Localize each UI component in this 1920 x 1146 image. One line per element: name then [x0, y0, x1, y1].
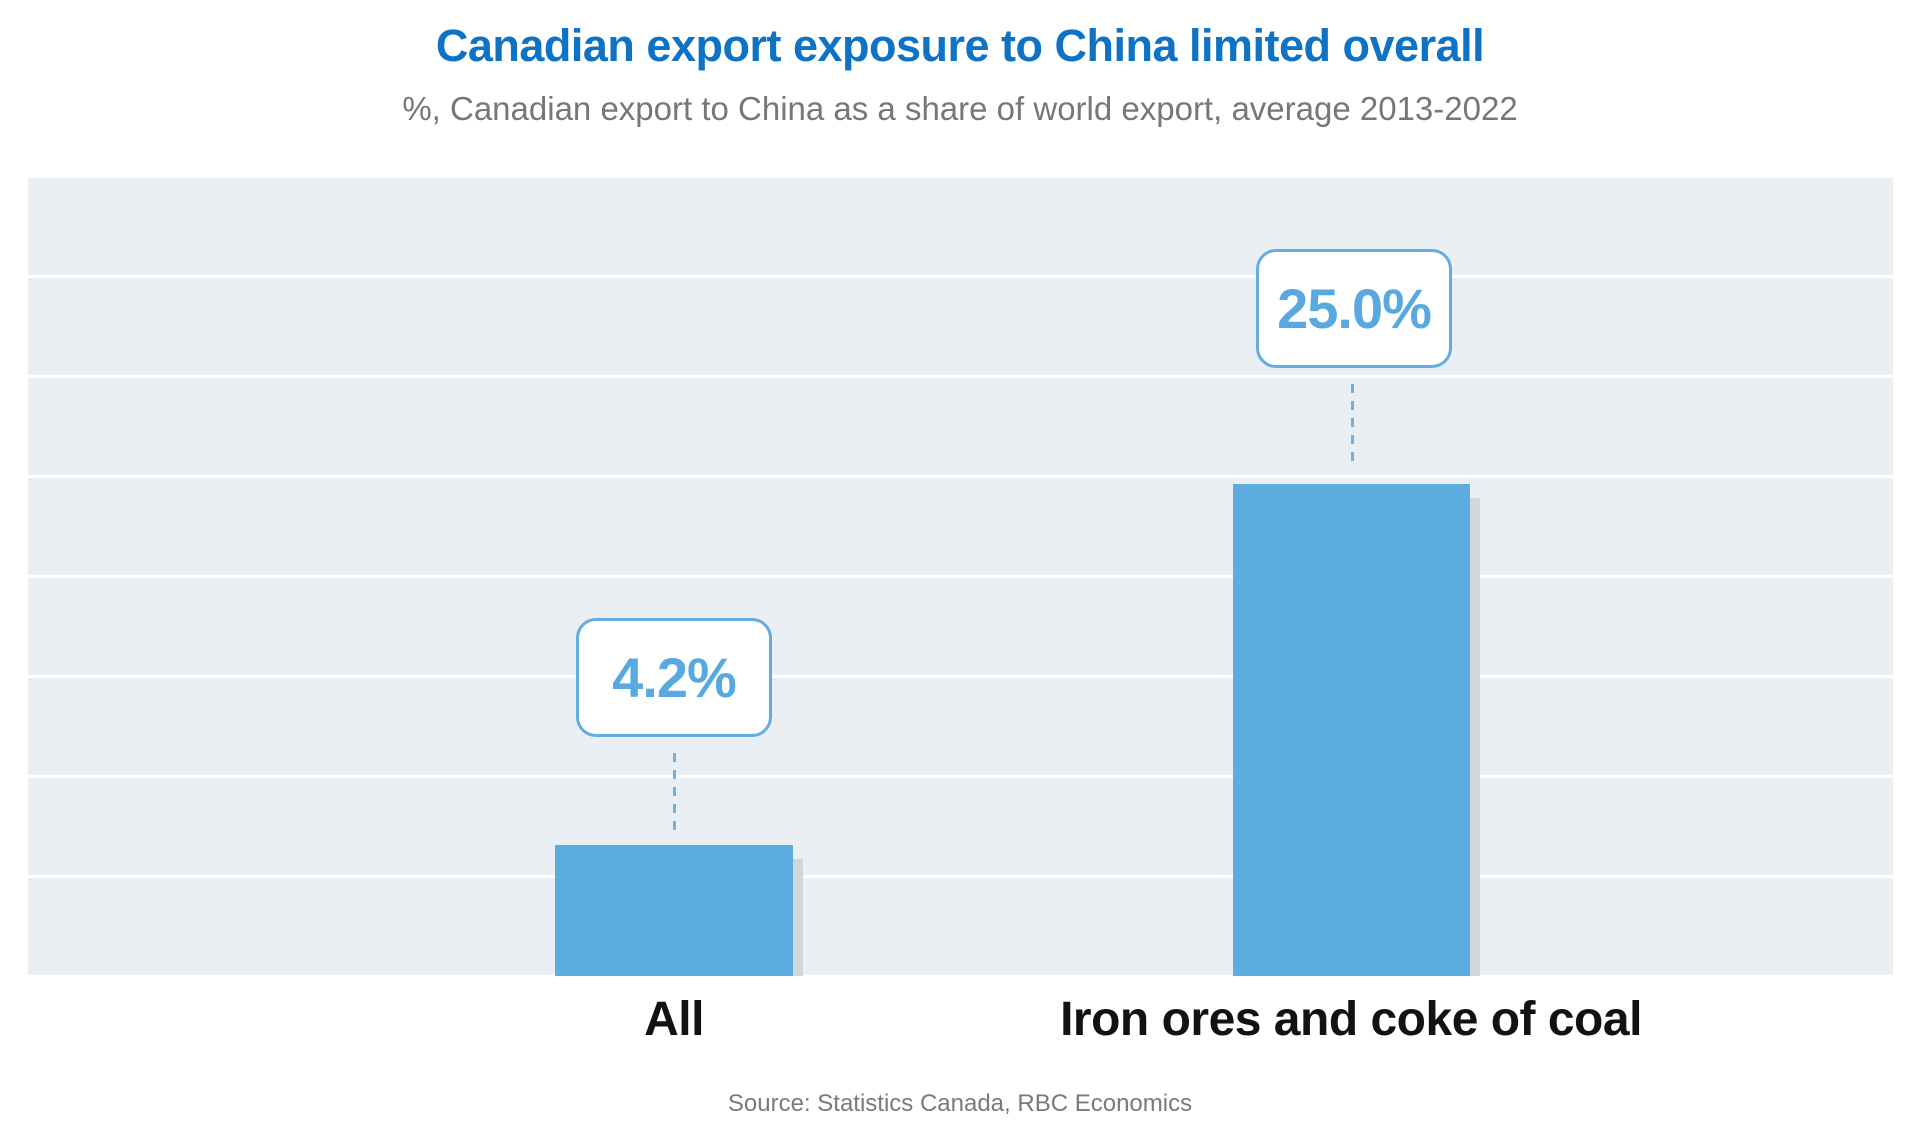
- chart-title: Canadian export exposure to China limite…: [435, 20, 1485, 71]
- category-label-all: All: [644, 993, 704, 1046]
- value-label-iron-ores: 25.0%: [1277, 277, 1432, 340]
- dotted-connector-iron-ores: [1351, 384, 1354, 468]
- value-label-all: 4.2%: [612, 646, 737, 709]
- bar-all: [555, 845, 793, 976]
- dotted-connector-all: [673, 753, 676, 835]
- value-callout-all: 4.2%: [576, 618, 772, 737]
- category-label-iron-ores-and-coke-of-coal: Iron ores and coke of coal: [1060, 993, 1642, 1046]
- bar-iron-ores-and-coke-of-coal: [1233, 484, 1470, 976]
- value-callout-iron-ores: 25.0%: [1256, 249, 1452, 368]
- chart-subtitle: %, Canadian export to China as a share o…: [402, 90, 1518, 127]
- plot-area: [28, 178, 1893, 976]
- source-note: Source: Statistics Canada, RBC Economics: [727, 1090, 1193, 1117]
